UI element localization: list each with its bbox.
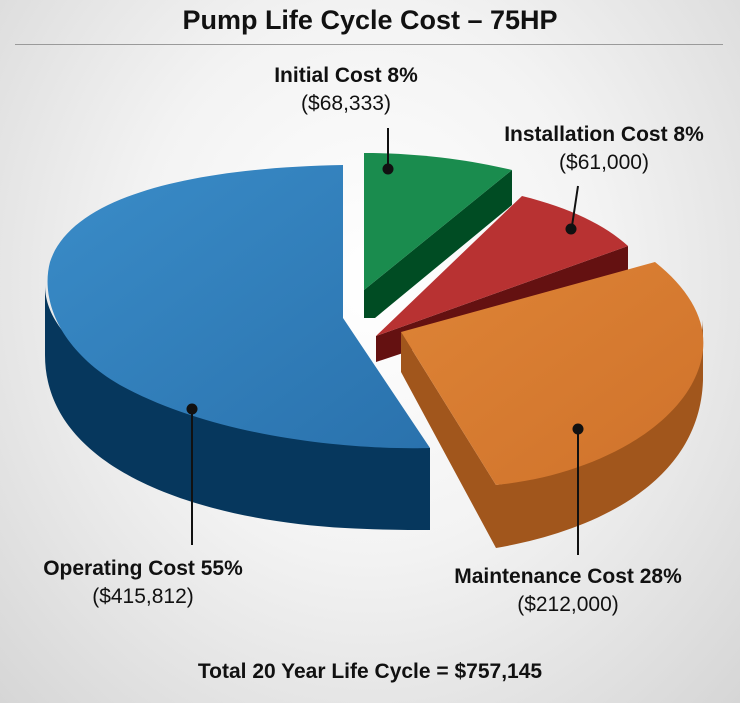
dot-initial-cost <box>382 163 394 175</box>
label-installation-cost-name: Installation Cost <box>504 123 668 146</box>
label-initial-cost: Initial Cost 8% ($68,333) <box>246 64 446 116</box>
slice-initial-cost <box>364 153 512 318</box>
leader-initial-cost <box>382 128 394 175</box>
total-life-cycle: Total 20 Year Life Cycle = $757,145 <box>197 660 543 683</box>
slice-installation-cost-top <box>376 196 628 336</box>
leader-maintenance-cost <box>572 423 584 555</box>
title-divider <box>15 44 723 45</box>
slice-maintenance-cost-side <box>401 320 703 548</box>
leader-installation-cost <box>565 185 579 235</box>
dot-maintenance-cost <box>572 423 584 435</box>
slice-maintenance-cost-top <box>401 262 704 485</box>
label-initial-cost-percent: 8% <box>387 64 418 87</box>
slice-initial-cost-top <box>364 153 512 290</box>
label-maintenance-cost-percent: 28% <box>639 565 682 588</box>
label-operating-cost: Operating Cost 55% ($415,812) <box>18 557 268 609</box>
label-maintenance-cost: Maintenance Cost 28% ($212,000) <box>428 565 708 617</box>
slice-maintenance-cost <box>401 262 704 548</box>
slice-operating-cost-side <box>45 285 430 530</box>
label-installation-cost-percent: 8% <box>673 123 704 146</box>
label-initial-cost-name: Initial Cost <box>274 64 382 87</box>
label-maintenance-cost-amount: ($212,000) <box>517 593 619 616</box>
slice-operating-cost-top <box>47 165 430 449</box>
chart-title: Pump Life Cycle Cost – 75HP <box>182 5 558 35</box>
dot-installation-cost <box>565 223 577 235</box>
label-operating-cost-amount: ($415,812) <box>92 585 194 608</box>
slice-initial-cost-side <box>364 170 512 318</box>
leader-operating-cost <box>186 403 198 545</box>
label-installation-cost: Installation Cost 8% ($61,000) <box>484 123 724 175</box>
dot-operating-cost <box>186 403 198 415</box>
label-maintenance-cost-name: Maintenance Cost <box>454 565 634 588</box>
label-operating-cost-percent: 55% <box>200 557 243 580</box>
label-initial-cost-amount: ($68,333) <box>301 92 391 115</box>
slice-operating-cost <box>45 165 430 530</box>
label-operating-cost-name: Operating Cost <box>43 557 195 580</box>
label-installation-cost-amount: ($61,000) <box>559 151 649 174</box>
